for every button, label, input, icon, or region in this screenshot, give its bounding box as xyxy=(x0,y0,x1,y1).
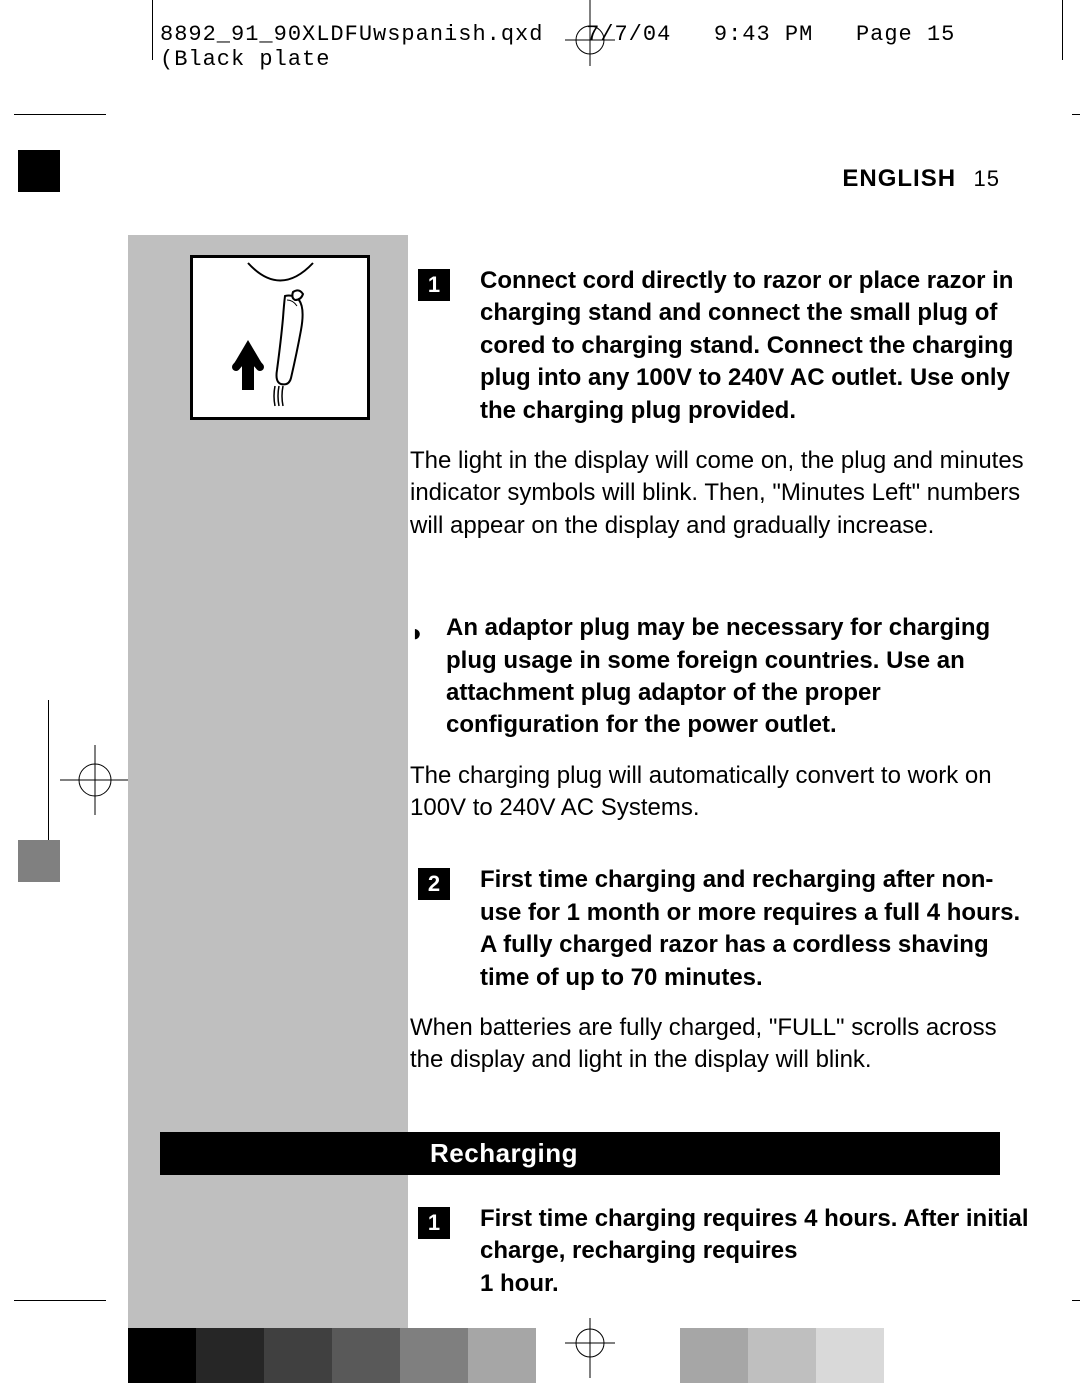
recharge-bold: First time charging requires 4 hours. Af… xyxy=(480,1205,1029,1264)
crop-tick xyxy=(1072,1300,1080,1301)
swatch xyxy=(680,1328,748,1383)
grayscale-swatch-row-left xyxy=(128,1328,536,1383)
crop-tick xyxy=(14,114,106,115)
crop-line xyxy=(1062,0,1063,60)
registration-mark-icon xyxy=(565,0,615,66)
step-1-bold: Connect cord directly to razor or place … xyxy=(480,267,1013,424)
swatch xyxy=(400,1328,468,1383)
page-label: Page 15 xyxy=(856,22,955,47)
swatch xyxy=(196,1328,264,1383)
crop-line xyxy=(48,700,49,850)
section-title: Recharging xyxy=(430,1138,578,1168)
content-column: ENGLISH 15 1 Connect cord directly to ra… xyxy=(410,165,1030,1300)
swatch xyxy=(264,1328,332,1383)
page-number: 15 xyxy=(974,166,1000,191)
swatch xyxy=(816,1328,884,1383)
prepress-header: 8892_91_90XLDFUwspanish.qxd 7/7/04 9:43 … xyxy=(160,22,1080,72)
crop-line xyxy=(152,0,153,60)
bullet-after: The charging plug will automatically con… xyxy=(410,760,1030,825)
step-number-badge: 1 xyxy=(418,1207,450,1239)
filename: 8892_91_90XLDFUwspanish.qxd xyxy=(160,22,543,47)
grayscale-swatch-row-right xyxy=(680,1328,884,1383)
section-heading-bar: Recharging xyxy=(160,1132,1000,1175)
swatch xyxy=(468,1328,536,1383)
registration-mark-icon xyxy=(565,1318,615,1378)
step-1-after: The light in the display will come on, t… xyxy=(410,445,1030,542)
language-label: ENGLISH xyxy=(842,165,956,192)
swatch xyxy=(332,1328,400,1383)
file-time: 9:43 PM xyxy=(714,22,813,47)
crop-tick xyxy=(14,1300,106,1301)
recharge-bold-2: 1 hour. xyxy=(480,1270,559,1297)
step-2-bold: First time charging and recharging after… xyxy=(480,866,1020,990)
step-2-after: When batteries are fully charged, "FULL"… xyxy=(410,1012,1030,1077)
bullet-bold: An adaptor plug may be necessary for cha… xyxy=(446,614,990,738)
grey-square xyxy=(18,840,60,882)
swatch xyxy=(128,1328,196,1383)
running-head: ENGLISH 15 xyxy=(410,165,1030,193)
crop-tick xyxy=(1072,114,1080,115)
plate-label: (Black plate xyxy=(160,47,330,72)
step-number-badge: 2 xyxy=(418,868,450,900)
solid-black-square xyxy=(18,150,60,192)
step-number-badge: 1 xyxy=(418,269,450,301)
figure-charging-illustration xyxy=(190,255,370,420)
swatch xyxy=(748,1328,816,1383)
registration-mark-icon xyxy=(60,745,130,815)
bullet-icon: ◗ xyxy=(410,618,425,650)
